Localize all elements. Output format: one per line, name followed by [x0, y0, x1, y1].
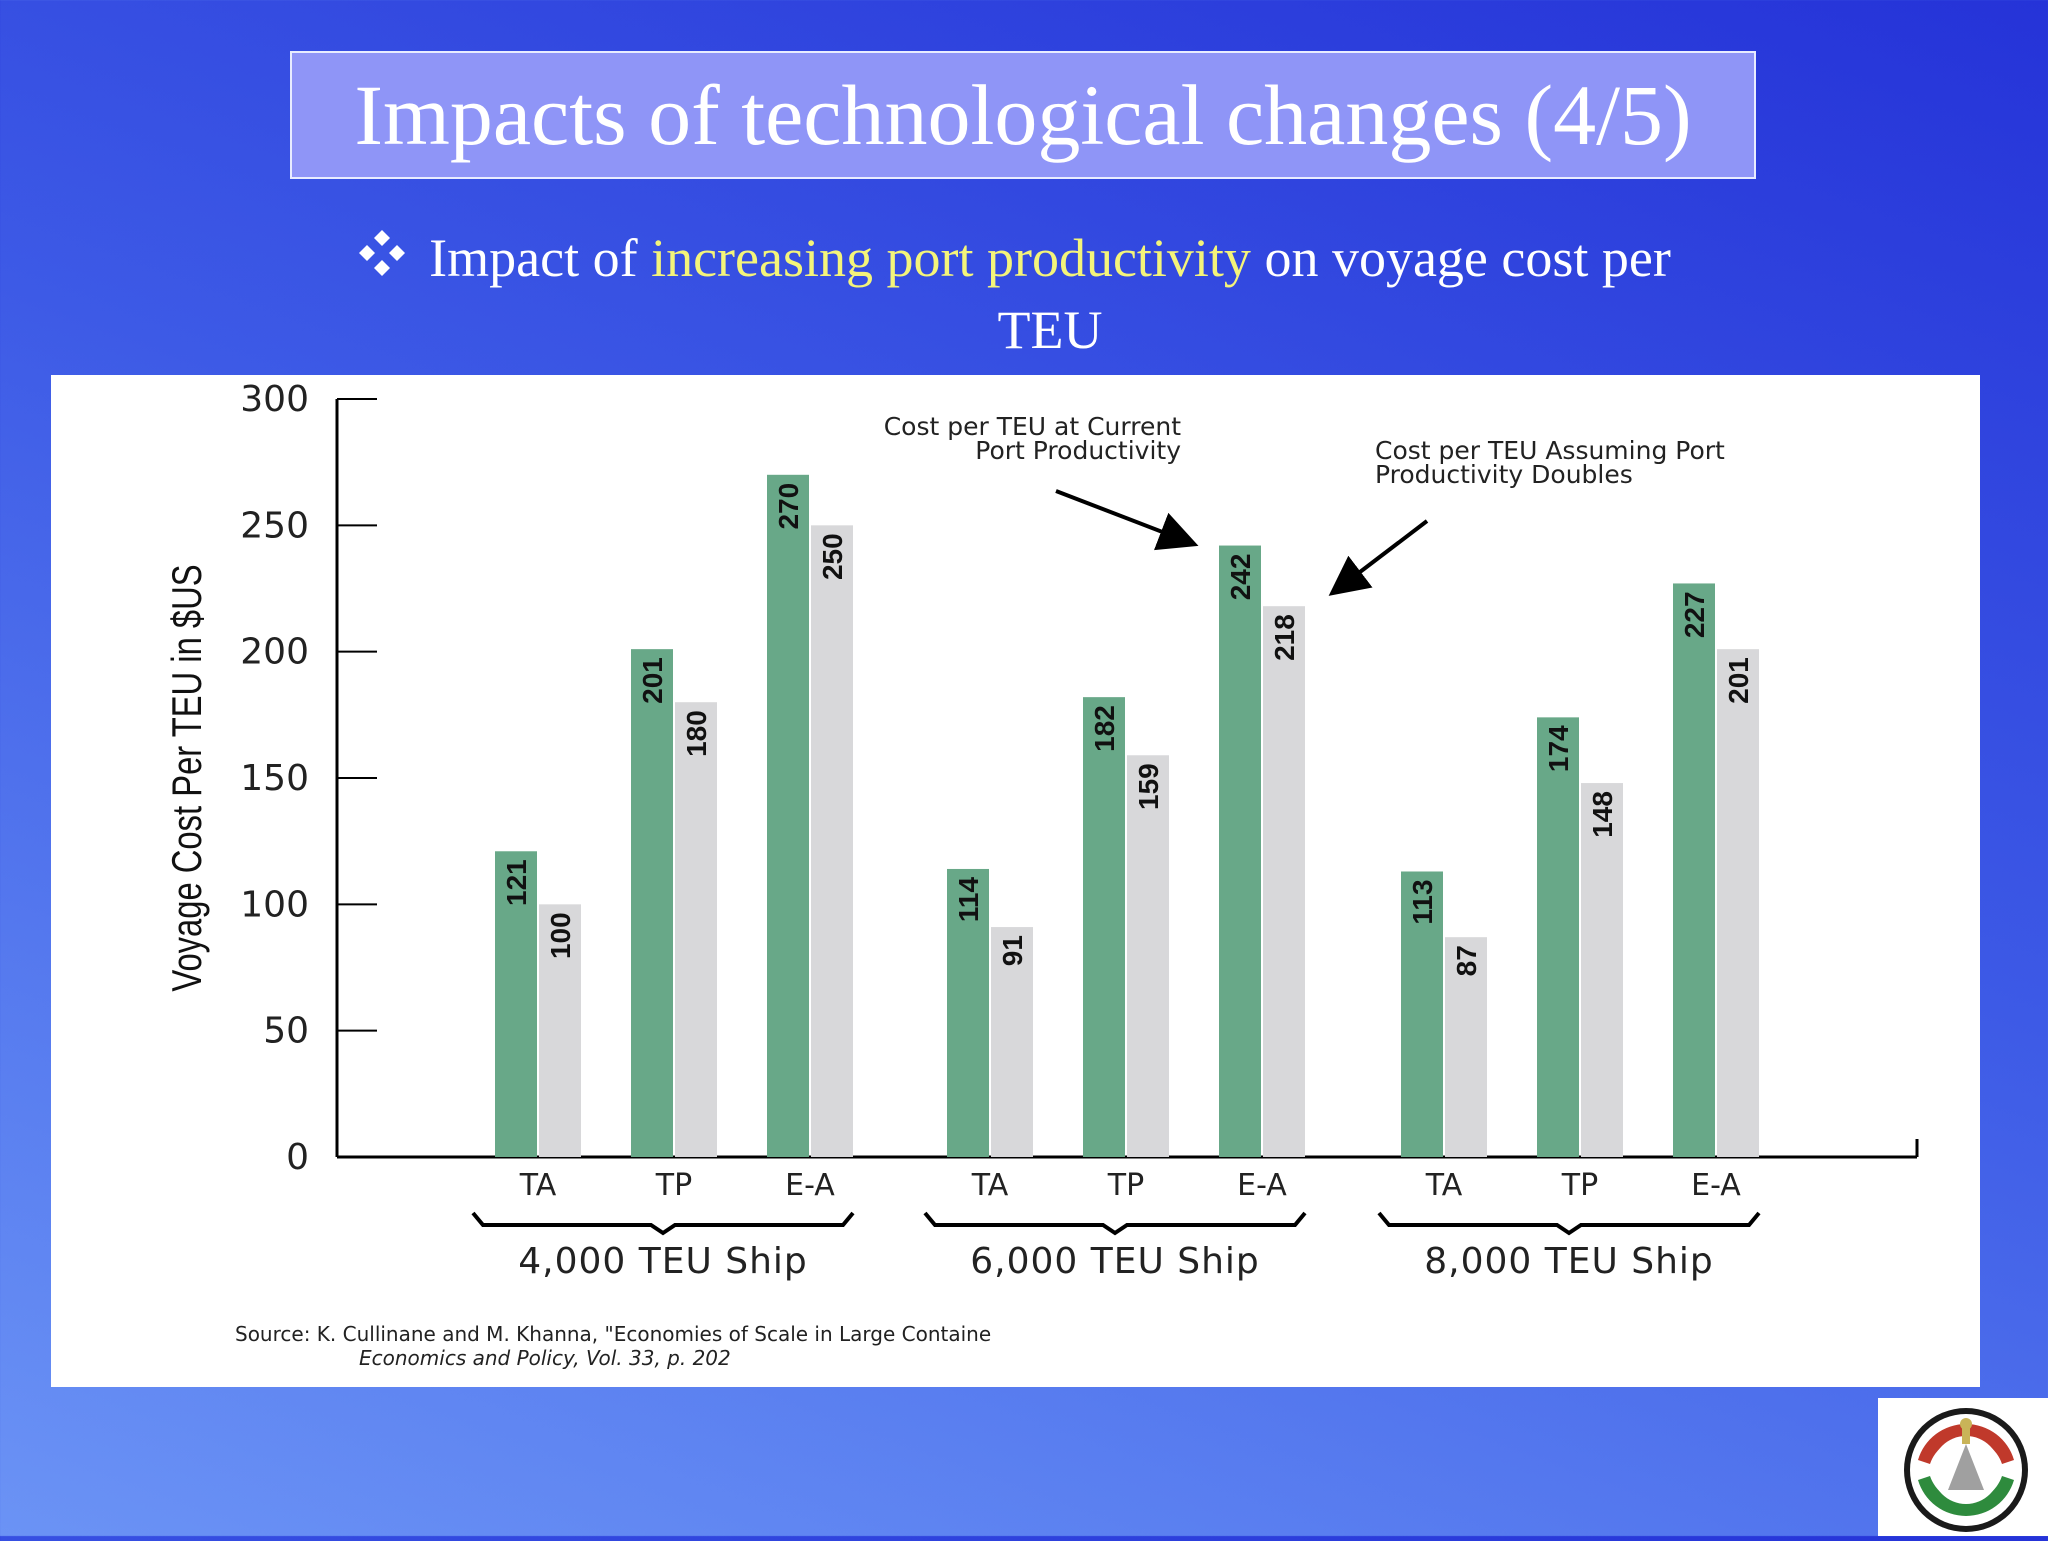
bar-doubled-value-label: 201 — [1723, 657, 1754, 704]
slide-subtitle: Impact of increasing port productivity o… — [340, 222, 1760, 366]
bar-current-value-label: 227 — [1679, 591, 1710, 638]
bar-chart: 0 50 100 150 200 250 300 Voyage Cost Per TEU in… — [163, 379, 1919, 1370]
category-label: TA — [1425, 1168, 1463, 1203]
source-line2: Economics and Policy, Vol. 33, p. 202 — [359, 1346, 731, 1370]
category-label: E-A — [785, 1168, 835, 1203]
bar-current-value-label: 270 — [773, 483, 804, 530]
bar-doubled — [811, 525, 853, 1157]
bar-current-value-label: 114 — [953, 877, 984, 923]
bar-doubled-value-label: 250 — [817, 533, 848, 580]
bar-current — [1083, 697, 1125, 1157]
bar-doubled-value-label: 91 — [997, 935, 1028, 966]
source-line1: Source: K. Cullinane and M. Khanna, "Eco… — [235, 1322, 991, 1346]
bar-doubled — [991, 927, 1033, 1157]
bar-current — [1219, 545, 1261, 1157]
category-label: E-A — [1237, 1168, 1287, 1203]
group-brace — [471, 1211, 855, 1236]
group-brace — [923, 1211, 1307, 1236]
bar-doubled-value-label: 148 — [1587, 791, 1618, 838]
y-axis-label: Voyage Cost Per TEU in $US — [163, 564, 210, 991]
category-label: TA — [971, 1168, 1009, 1203]
bar-current — [947, 868, 989, 1157]
bar-current-value-label: 182 — [1089, 705, 1120, 752]
annotation-current-line1: Cost per TEU at Current — [884, 412, 1181, 441]
ports-corporation-logo — [1904, 1408, 2028, 1532]
bar-current — [495, 851, 537, 1157]
bar-doubled-value-label: 87 — [1451, 945, 1482, 976]
bar-doubled-value-label: 100 — [545, 912, 576, 959]
subtitle-text-start: Impact of — [429, 228, 652, 288]
y-tick-label: 50 — [263, 1011, 309, 1052]
y-tick-label: 300 — [240, 379, 309, 420]
bar-current-value-label: 201 — [637, 657, 668, 704]
annotation-doubled-line1: Cost per TEU Assuming Port — [1375, 436, 1725, 465]
chart-panel: 0 50 100 150 200 250 300 Voyage Cost Per TEU in… — [51, 375, 1980, 1387]
bar-doubled — [1581, 783, 1623, 1157]
bar-current-value-label: 113 — [1407, 879, 1438, 924]
bar-doubled-value-label: 180 — [681, 710, 712, 757]
y-tick-label: 250 — [240, 505, 309, 546]
category-label: TP — [1561, 1168, 1598, 1203]
bar-current — [631, 649, 673, 1157]
annotation-doubled-line2: Productivity Doubles — [1375, 460, 1633, 489]
group-label: 6,000 TEU Ship — [970, 1241, 1260, 1282]
bar-doubled — [1717, 649, 1759, 1157]
bar-current — [1673, 583, 1715, 1157]
category-label: TA — [519, 1168, 557, 1203]
subtitle-text-end: on voyage cost per — [1250, 228, 1671, 288]
bar-current — [1537, 717, 1579, 1157]
bar-current — [767, 474, 809, 1157]
bar-current-value-label: 121 — [501, 859, 532, 906]
y-tick-label: 100 — [240, 884, 309, 925]
bar-doubled-value-label: 218 — [1269, 614, 1300, 661]
diamond-bullet-icon — [359, 230, 405, 276]
group-label: 8,000 TEU Ship — [1424, 1241, 1714, 1282]
logo-box — [1878, 1398, 2048, 1536]
bar-current-value-label: 242 — [1225, 554, 1256, 601]
y-tick-label: 0 — [286, 1137, 309, 1178]
bar-doubled-value-label: 159 — [1133, 763, 1164, 810]
annotation-arrow-current — [1055, 489, 1199, 551]
y-tick-label: 150 — [240, 758, 309, 799]
slide-title: Impacts of technological changes (4/5) — [354, 67, 1692, 163]
bar-doubled — [1263, 606, 1305, 1157]
subtitle-line2: TEU — [997, 300, 1103, 360]
group-brace — [1377, 1211, 1761, 1236]
group-label: 4,000 TEU Ship — [518, 1241, 808, 1282]
bar-doubled — [675, 702, 717, 1157]
category-label: E-A — [1691, 1168, 1741, 1203]
annotation-arrow-doubled — [1328, 519, 1429, 596]
category-label: TP — [655, 1168, 692, 1203]
bar-current — [1401, 871, 1443, 1157]
subtitle-highlight: increasing port productivity — [651, 228, 1251, 288]
bar-doubled — [1127, 755, 1169, 1157]
annotation-current-line2: Port Productivity — [975, 436, 1181, 465]
bar-doubled — [1445, 937, 1487, 1157]
y-tick-label: 200 — [240, 632, 309, 673]
bar-doubled — [539, 904, 581, 1157]
bar-current-value-label: 174 — [1543, 725, 1574, 772]
title-box: Impacts of technological changes (4/5) — [290, 51, 1756, 179]
category-label: TP — [1107, 1168, 1144, 1203]
